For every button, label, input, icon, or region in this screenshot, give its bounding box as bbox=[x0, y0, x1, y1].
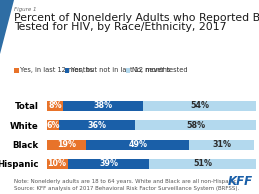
Text: Percent of Nonelderly Adults who Reported Being: Percent of Nonelderly Adults who Reporte… bbox=[14, 13, 259, 23]
Text: 19%: 19% bbox=[57, 140, 76, 149]
Bar bbox=[135, 120, 256, 130]
Text: 39%: 39% bbox=[99, 159, 118, 168]
Bar bbox=[47, 120, 59, 130]
Bar bbox=[47, 159, 68, 169]
Bar bbox=[47, 101, 63, 111]
Bar bbox=[143, 101, 256, 111]
Bar bbox=[87, 139, 189, 150]
Text: Yes, but not in last 12 months: Yes, but not in last 12 months bbox=[71, 67, 170, 73]
Text: 6%: 6% bbox=[46, 121, 60, 130]
Text: KFF: KFF bbox=[228, 175, 253, 188]
Text: Source: KFF analysis of 2017 Behavioral Risk Factor Surveillance System (BRFSS).: Source: KFF analysis of 2017 Behavioral … bbox=[14, 186, 240, 191]
Text: Note: Nonelderly adults are 18 to 64 years. White and Black are all non-Hispanic: Note: Nonelderly adults are 18 to 64 yea… bbox=[14, 179, 239, 184]
Text: 8%: 8% bbox=[48, 101, 62, 110]
Bar bbox=[68, 159, 149, 169]
Bar bbox=[59, 120, 135, 130]
Text: 31%: 31% bbox=[212, 140, 231, 149]
Text: 49%: 49% bbox=[128, 140, 147, 149]
Bar bbox=[47, 139, 87, 150]
Text: No, never tested: No, never tested bbox=[132, 67, 187, 73]
Text: 54%: 54% bbox=[190, 101, 209, 110]
Bar bbox=[149, 159, 256, 169]
Text: Tested for HIV, by Race/Ethnicity, 2017: Tested for HIV, by Race/Ethnicity, 2017 bbox=[14, 22, 227, 32]
Text: 58%: 58% bbox=[186, 121, 205, 130]
Bar bbox=[189, 139, 254, 150]
Bar bbox=[63, 101, 143, 111]
Text: Yes, in last 12 months: Yes, in last 12 months bbox=[20, 67, 93, 73]
Text: Figure 1: Figure 1 bbox=[14, 7, 37, 12]
Text: 51%: 51% bbox=[193, 159, 212, 168]
Text: 36%: 36% bbox=[88, 121, 106, 130]
Text: 38%: 38% bbox=[94, 101, 113, 110]
Text: 10%: 10% bbox=[48, 159, 67, 168]
